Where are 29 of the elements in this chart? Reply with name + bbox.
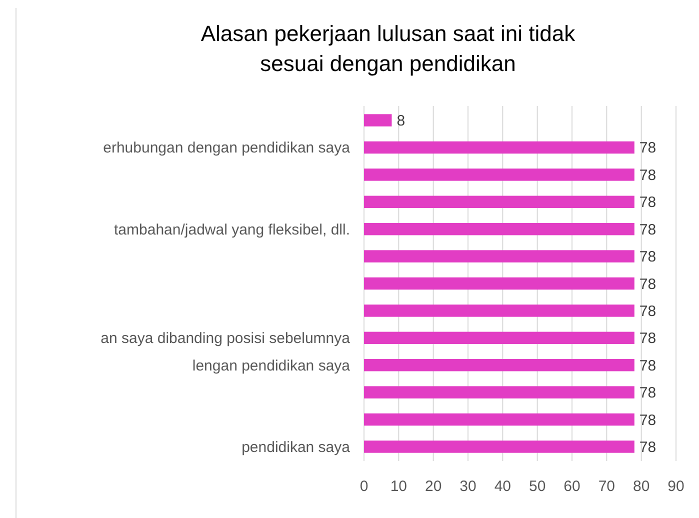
data-label: 78 — [639, 248, 656, 266]
data-label: 78 — [639, 412, 656, 429]
x-tick-label: 80 — [632, 478, 650, 495]
x-tick-label: 0 — [360, 478, 368, 495]
x-tick-label: 90 — [668, 478, 684, 495]
x-tick-label: 10 — [390, 478, 408, 495]
y-tick-label: erhubungan dengan pendidikan saya — [103, 140, 351, 157]
data-label: 78 — [639, 357, 656, 374]
x-tick-label: 70 — [598, 478, 616, 495]
data-label: 78 — [639, 302, 656, 320]
y-tick-label: tambahan/jadwal yang fleksibel, dll. — [114, 221, 350, 238]
x-tick-label: 60 — [564, 478, 580, 495]
data-label: 78 — [639, 166, 656, 184]
y-tick-label: lengan pendidikan saya — [192, 357, 351, 374]
data-label: 78 — [639, 438, 656, 456]
x-tick-label: 20 — [424, 478, 442, 495]
x-tick-label: 40 — [494, 478, 512, 495]
data-label: 78 — [639, 140, 656, 157]
data-label: 8 — [396, 112, 406, 130]
chart-title: Alasan pekerjaan lulusan saat ini tidak sesuai dengan pendidikan — [200, 21, 576, 76]
x-tick-label: 50 — [528, 478, 546, 495]
data-label: 78 — [639, 384, 656, 402]
y-tick-label: an saya dibanding posisi sebelumnya — [100, 330, 351, 348]
data-label: 78 — [639, 221, 656, 238]
data-label: 78 — [639, 194, 656, 212]
data-label: 78 — [639, 330, 656, 348]
x-tick-label: 30 — [460, 478, 476, 495]
y-tick-label: pendidikan saya — [242, 438, 351, 456]
data-label: 78 — [639, 276, 656, 293]
